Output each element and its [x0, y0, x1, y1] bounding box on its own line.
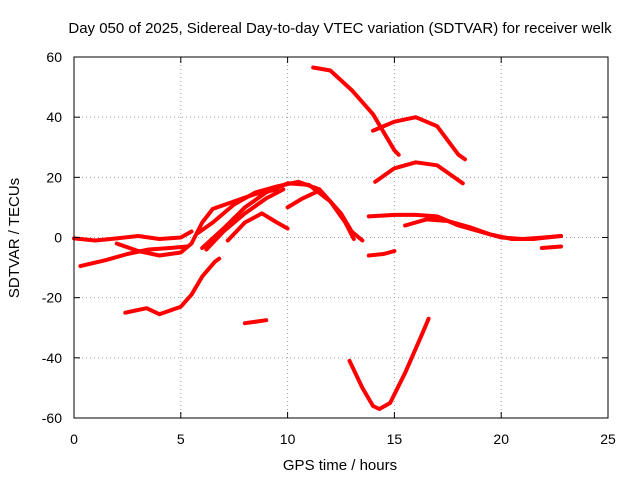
series-track-04 [123, 256, 222, 317]
series-track-16 [403, 217, 563, 241]
x-tick-label: 10 [280, 431, 296, 447]
x-tick-label: 25 [600, 431, 616, 447]
y-tick-label: 40 [46, 109, 62, 125]
series-track-01 [72, 229, 194, 243]
y-tick-label: -60 [42, 410, 62, 426]
y-tick-label: 20 [46, 169, 62, 185]
chart-title: Day 050 of 2025, Sidereal Day-to-day VTE… [68, 20, 612, 37]
series-track-09 [242, 318, 269, 326]
series-group [72, 65, 563, 411]
series-track-14 [347, 316, 431, 411]
x-tick-label: 15 [387, 431, 403, 447]
axis-ticks: 0 5 10 15 20 25 -60 -40 -20 0 20 40 60 [42, 49, 616, 447]
y-tick-label: -40 [42, 350, 62, 366]
series-track-06 [200, 181, 356, 250]
series-track-13 [373, 160, 465, 186]
x-tick-label: 5 [177, 431, 185, 447]
series-track-08 [225, 211, 290, 243]
y-axis-label: SDTVAR / TECUs [6, 178, 23, 298]
series-track-17 [366, 249, 397, 258]
x-tick-label: 20 [493, 431, 509, 447]
y-tick-label: -20 [42, 290, 62, 306]
y-tick-label: 0 [54, 230, 62, 246]
series-track-11 [311, 65, 401, 157]
series-track-12 [371, 115, 467, 162]
x-tick-label: 0 [70, 431, 78, 447]
x-axis-label: GPS time / hours [283, 457, 397, 474]
series-track-18 [539, 244, 563, 250]
y-tick-label: 60 [46, 49, 62, 65]
series-track-10 [285, 190, 318, 210]
series-track-07 [204, 187, 286, 252]
